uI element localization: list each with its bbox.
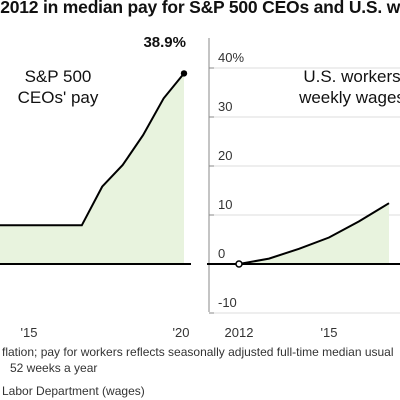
left-series-line <box>0 72 185 227</box>
right-x-tick-label-15: '15 <box>321 325 338 340</box>
right-x-tick-label-2012: 2012 <box>225 325 254 340</box>
footnote-text-2: 52 weeks a year <box>10 361 98 375</box>
footnote-text-3: Labor Department (wages) <box>2 384 145 398</box>
footnote-line-1: flation; pay for workers reflects season… <box>0 345 400 361</box>
left-x-tick-label-20: '20 <box>173 325 190 340</box>
footnote-text-1: flation; pay for workers reflects season… <box>2 345 394 359</box>
chart-title-text: e 2012 in median pay for S&P 500 CEOs an… <box>0 0 400 17</box>
left-series-label-line2: CEOs' pay <box>18 88 99 107</box>
footnote-line-2: 52 weeks a year <box>0 361 400 377</box>
right-start-marker <box>235 260 243 268</box>
right-area-fill <box>239 203 389 264</box>
right-y-tick-label-40: 40% <box>218 50 244 65</box>
left-series-label-line1: S&P 500 <box>25 67 92 86</box>
right-y-tick-label-10: 10 <box>218 197 232 212</box>
right-y-tick-label--10: -10 <box>218 295 237 310</box>
left-x-tick-label-15: '15 <box>21 325 38 340</box>
chart-title: e 2012 in median pay for S&P 500 CEOs an… <box>0 0 400 23</box>
left-end-value-label: 38.9% <box>143 34 186 51</box>
right-series-line <box>238 202 390 265</box>
left-end-marker <box>180 70 188 77</box>
right-series-label-line1: U.S. workers <box>303 67 400 86</box>
left-area-fill <box>0 73 184 265</box>
right-y-tick-label-30: 30 <box>218 99 232 114</box>
right-y-tick-label-0: 0 <box>218 246 225 261</box>
right-series-label-line2: weekly wages <box>298 88 400 107</box>
right-y-tick-label-20: 20 <box>218 148 232 163</box>
footnote-line-3: Labor Department (wages) <box>0 384 400 400</box>
left-panel: 38.9% S&P 500 CEOs' pay '15 '20 <box>0 34 191 340</box>
